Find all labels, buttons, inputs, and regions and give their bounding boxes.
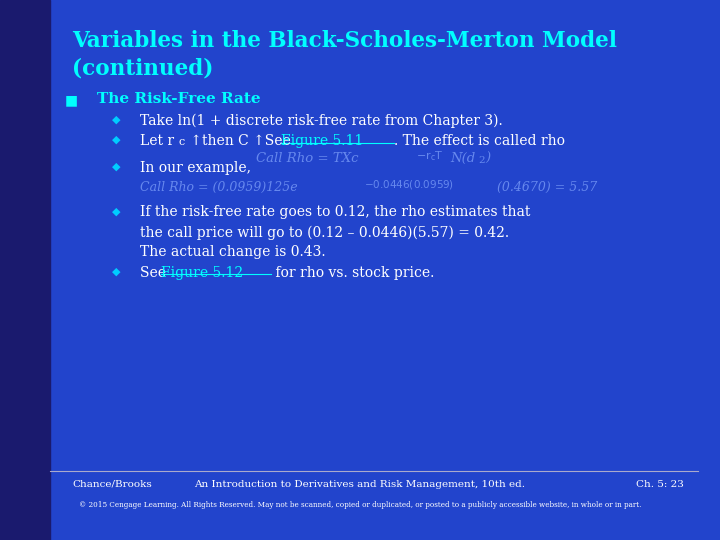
Text: ◆: ◆ xyxy=(112,135,120,145)
Text: See: See xyxy=(140,266,171,280)
Text: Chance/Brooks: Chance/Brooks xyxy=(72,480,152,489)
Text: © 2015 Cengage Learning. All Rights Reserved. May not be scanned, copied or dupl: © 2015 Cengage Learning. All Rights Rese… xyxy=(78,501,642,509)
Text: $\mathregular{-0.0446(0.0959)}$: $\mathregular{-0.0446(0.0959)}$ xyxy=(364,178,454,191)
Text: N(d: N(d xyxy=(450,152,475,165)
Text: An Introduction to Derivatives and Risk Management, 10th ed.: An Introduction to Derivatives and Risk … xyxy=(194,480,526,489)
Text: In our example,: In our example, xyxy=(140,161,251,175)
Text: 2: 2 xyxy=(479,156,485,165)
Text: Figure 5.11: Figure 5.11 xyxy=(281,134,363,148)
Text: c: c xyxy=(179,137,185,147)
Text: If the risk-free rate goes to 0.12, the rho estimates that: If the risk-free rate goes to 0.12, the … xyxy=(140,205,531,219)
Text: Variables in the Black-Scholes-Merton Model: Variables in the Black-Scholes-Merton Mo… xyxy=(72,30,617,52)
Text: $\mathregular{-r_cT}$: $\mathregular{-r_cT}$ xyxy=(416,149,444,163)
Text: Let r: Let r xyxy=(140,134,174,148)
Text: Figure 5.12: Figure 5.12 xyxy=(161,266,243,280)
Text: ↑then C ↑See: ↑then C ↑See xyxy=(186,134,295,148)
Text: ◆: ◆ xyxy=(112,162,120,172)
Text: Ch. 5: 23: Ch. 5: 23 xyxy=(636,480,684,489)
Text: ◆: ◆ xyxy=(112,114,120,125)
Bar xyxy=(0,0,50,540)
Text: Call Rho = (0.0959)125e: Call Rho = (0.0959)125e xyxy=(140,181,298,194)
Text: the call price will go to (0.12 – 0.0446)(5.57) = 0.42.: the call price will go to (0.12 – 0.0446… xyxy=(140,225,510,240)
Text: ■: ■ xyxy=(65,93,78,107)
Text: ◆: ◆ xyxy=(112,206,120,217)
Text: Call Rho = TXc: Call Rho = TXc xyxy=(256,152,358,165)
Text: (continued): (continued) xyxy=(72,58,213,80)
Text: (0.4670) = 5.57: (0.4670) = 5.57 xyxy=(497,181,597,194)
Text: for rho vs. stock price.: for rho vs. stock price. xyxy=(271,266,435,280)
Text: Take ln(1 + discrete risk-free rate from Chapter 3).: Take ln(1 + discrete risk-free rate from… xyxy=(140,113,503,128)
Text: . The effect is called rho: . The effect is called rho xyxy=(394,134,565,148)
Text: ◆: ◆ xyxy=(112,267,120,277)
Text: The Risk-Free Rate: The Risk-Free Rate xyxy=(97,92,261,106)
Text: The actual change is 0.43.: The actual change is 0.43. xyxy=(140,245,326,259)
Text: ): ) xyxy=(485,152,490,165)
